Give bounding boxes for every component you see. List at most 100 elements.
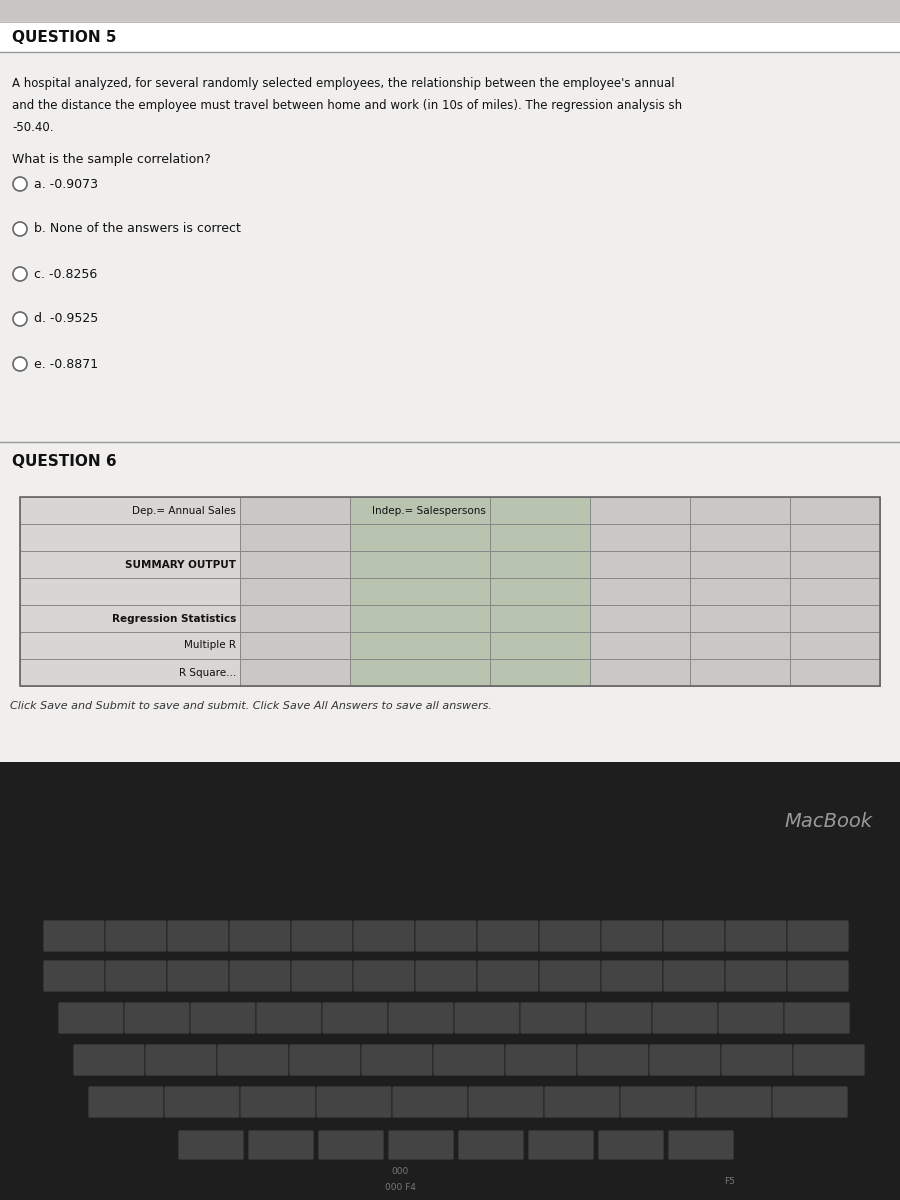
FancyBboxPatch shape — [539, 920, 601, 952]
Text: Multiple R: Multiple R — [184, 641, 236, 650]
Text: b. None of the answers is correct: b. None of the answers is correct — [34, 222, 241, 235]
Bar — [590, 578, 690, 605]
FancyBboxPatch shape — [167, 920, 229, 952]
Text: QUESTION 5: QUESTION 5 — [12, 30, 116, 44]
FancyBboxPatch shape — [167, 960, 229, 992]
FancyBboxPatch shape — [388, 1130, 454, 1160]
Bar — [350, 605, 490, 632]
FancyBboxPatch shape — [291, 960, 353, 992]
FancyBboxPatch shape — [217, 1044, 289, 1076]
FancyBboxPatch shape — [353, 960, 415, 992]
Bar — [590, 632, 690, 659]
Circle shape — [13, 358, 27, 371]
Bar — [590, 659, 690, 686]
Bar — [20, 497, 240, 524]
Bar — [350, 659, 490, 686]
Bar — [490, 551, 590, 578]
Text: -50.40.: -50.40. — [12, 121, 53, 134]
FancyBboxPatch shape — [415, 920, 477, 952]
FancyBboxPatch shape — [392, 1086, 468, 1118]
Bar — [0, 0, 900, 32]
Text: c. -0.8256: c. -0.8256 — [34, 268, 97, 281]
FancyBboxPatch shape — [58, 1002, 124, 1034]
FancyBboxPatch shape — [663, 920, 725, 952]
Bar — [590, 605, 690, 632]
FancyBboxPatch shape — [88, 1086, 164, 1118]
Text: What is the sample correlation?: What is the sample correlation? — [12, 152, 211, 166]
FancyBboxPatch shape — [458, 1130, 524, 1160]
Text: a. -0.9073: a. -0.9073 — [34, 178, 98, 191]
Circle shape — [13, 312, 27, 326]
Bar — [490, 659, 590, 686]
FancyBboxPatch shape — [178, 1130, 244, 1160]
Bar — [690, 659, 790, 686]
Bar — [590, 497, 690, 524]
Circle shape — [13, 222, 27, 236]
Bar — [790, 524, 880, 551]
Bar — [690, 551, 790, 578]
FancyBboxPatch shape — [433, 1044, 505, 1076]
FancyBboxPatch shape — [601, 920, 663, 952]
Text: 000: 000 — [392, 1168, 409, 1176]
FancyBboxPatch shape — [718, 1002, 784, 1034]
FancyBboxPatch shape — [663, 960, 725, 992]
FancyBboxPatch shape — [43, 920, 105, 952]
Bar — [20, 659, 240, 686]
FancyBboxPatch shape — [318, 1130, 384, 1160]
Bar — [20, 605, 240, 632]
Bar — [790, 551, 880, 578]
FancyBboxPatch shape — [291, 920, 353, 952]
FancyBboxPatch shape — [586, 1002, 652, 1034]
Bar — [20, 578, 240, 605]
FancyBboxPatch shape — [544, 1086, 620, 1118]
Bar — [790, 578, 880, 605]
Circle shape — [13, 176, 27, 191]
FancyBboxPatch shape — [505, 1044, 577, 1076]
Bar — [350, 632, 490, 659]
Text: d. -0.9525: d. -0.9525 — [34, 312, 98, 325]
FancyBboxPatch shape — [725, 920, 787, 952]
Text: Indep.= Salespersons: Indep.= Salespersons — [372, 505, 486, 516]
FancyBboxPatch shape — [105, 920, 167, 952]
FancyBboxPatch shape — [787, 960, 849, 992]
Bar — [240, 497, 350, 524]
FancyBboxPatch shape — [721, 1044, 793, 1076]
FancyBboxPatch shape — [322, 1002, 388, 1034]
FancyBboxPatch shape — [725, 960, 787, 992]
FancyBboxPatch shape — [577, 1044, 649, 1076]
Text: A hospital analyzed, for several randomly selected employees, the relationship b: A hospital analyzed, for several randoml… — [12, 77, 675, 90]
Bar — [490, 578, 590, 605]
Bar — [490, 524, 590, 551]
FancyBboxPatch shape — [73, 1044, 145, 1076]
FancyBboxPatch shape — [528, 1130, 594, 1160]
Text: Dep.= Annual Sales: Dep.= Annual Sales — [132, 505, 236, 516]
Text: MacBook: MacBook — [784, 812, 872, 830]
FancyBboxPatch shape — [477, 960, 539, 992]
FancyBboxPatch shape — [468, 1086, 544, 1118]
Text: QUESTION 6: QUESTION 6 — [12, 455, 117, 469]
Bar — [350, 551, 490, 578]
Bar — [350, 497, 490, 524]
FancyBboxPatch shape — [696, 1086, 772, 1118]
Bar — [490, 497, 590, 524]
Bar — [690, 497, 790, 524]
Text: F5: F5 — [724, 1177, 735, 1187]
FancyBboxPatch shape — [539, 960, 601, 992]
Bar — [690, 605, 790, 632]
FancyBboxPatch shape — [598, 1130, 664, 1160]
FancyBboxPatch shape — [649, 1044, 721, 1076]
FancyBboxPatch shape — [229, 920, 291, 952]
Bar — [590, 551, 690, 578]
FancyBboxPatch shape — [784, 1002, 850, 1034]
Bar — [240, 578, 350, 605]
FancyBboxPatch shape — [248, 1130, 314, 1160]
Bar — [690, 578, 790, 605]
Text: 000 F4: 000 F4 — [384, 1183, 416, 1193]
Circle shape — [13, 266, 27, 281]
Bar — [790, 632, 880, 659]
FancyBboxPatch shape — [668, 1130, 734, 1160]
FancyBboxPatch shape — [652, 1002, 718, 1034]
FancyBboxPatch shape — [454, 1002, 520, 1034]
FancyBboxPatch shape — [601, 960, 663, 992]
FancyBboxPatch shape — [793, 1044, 865, 1076]
